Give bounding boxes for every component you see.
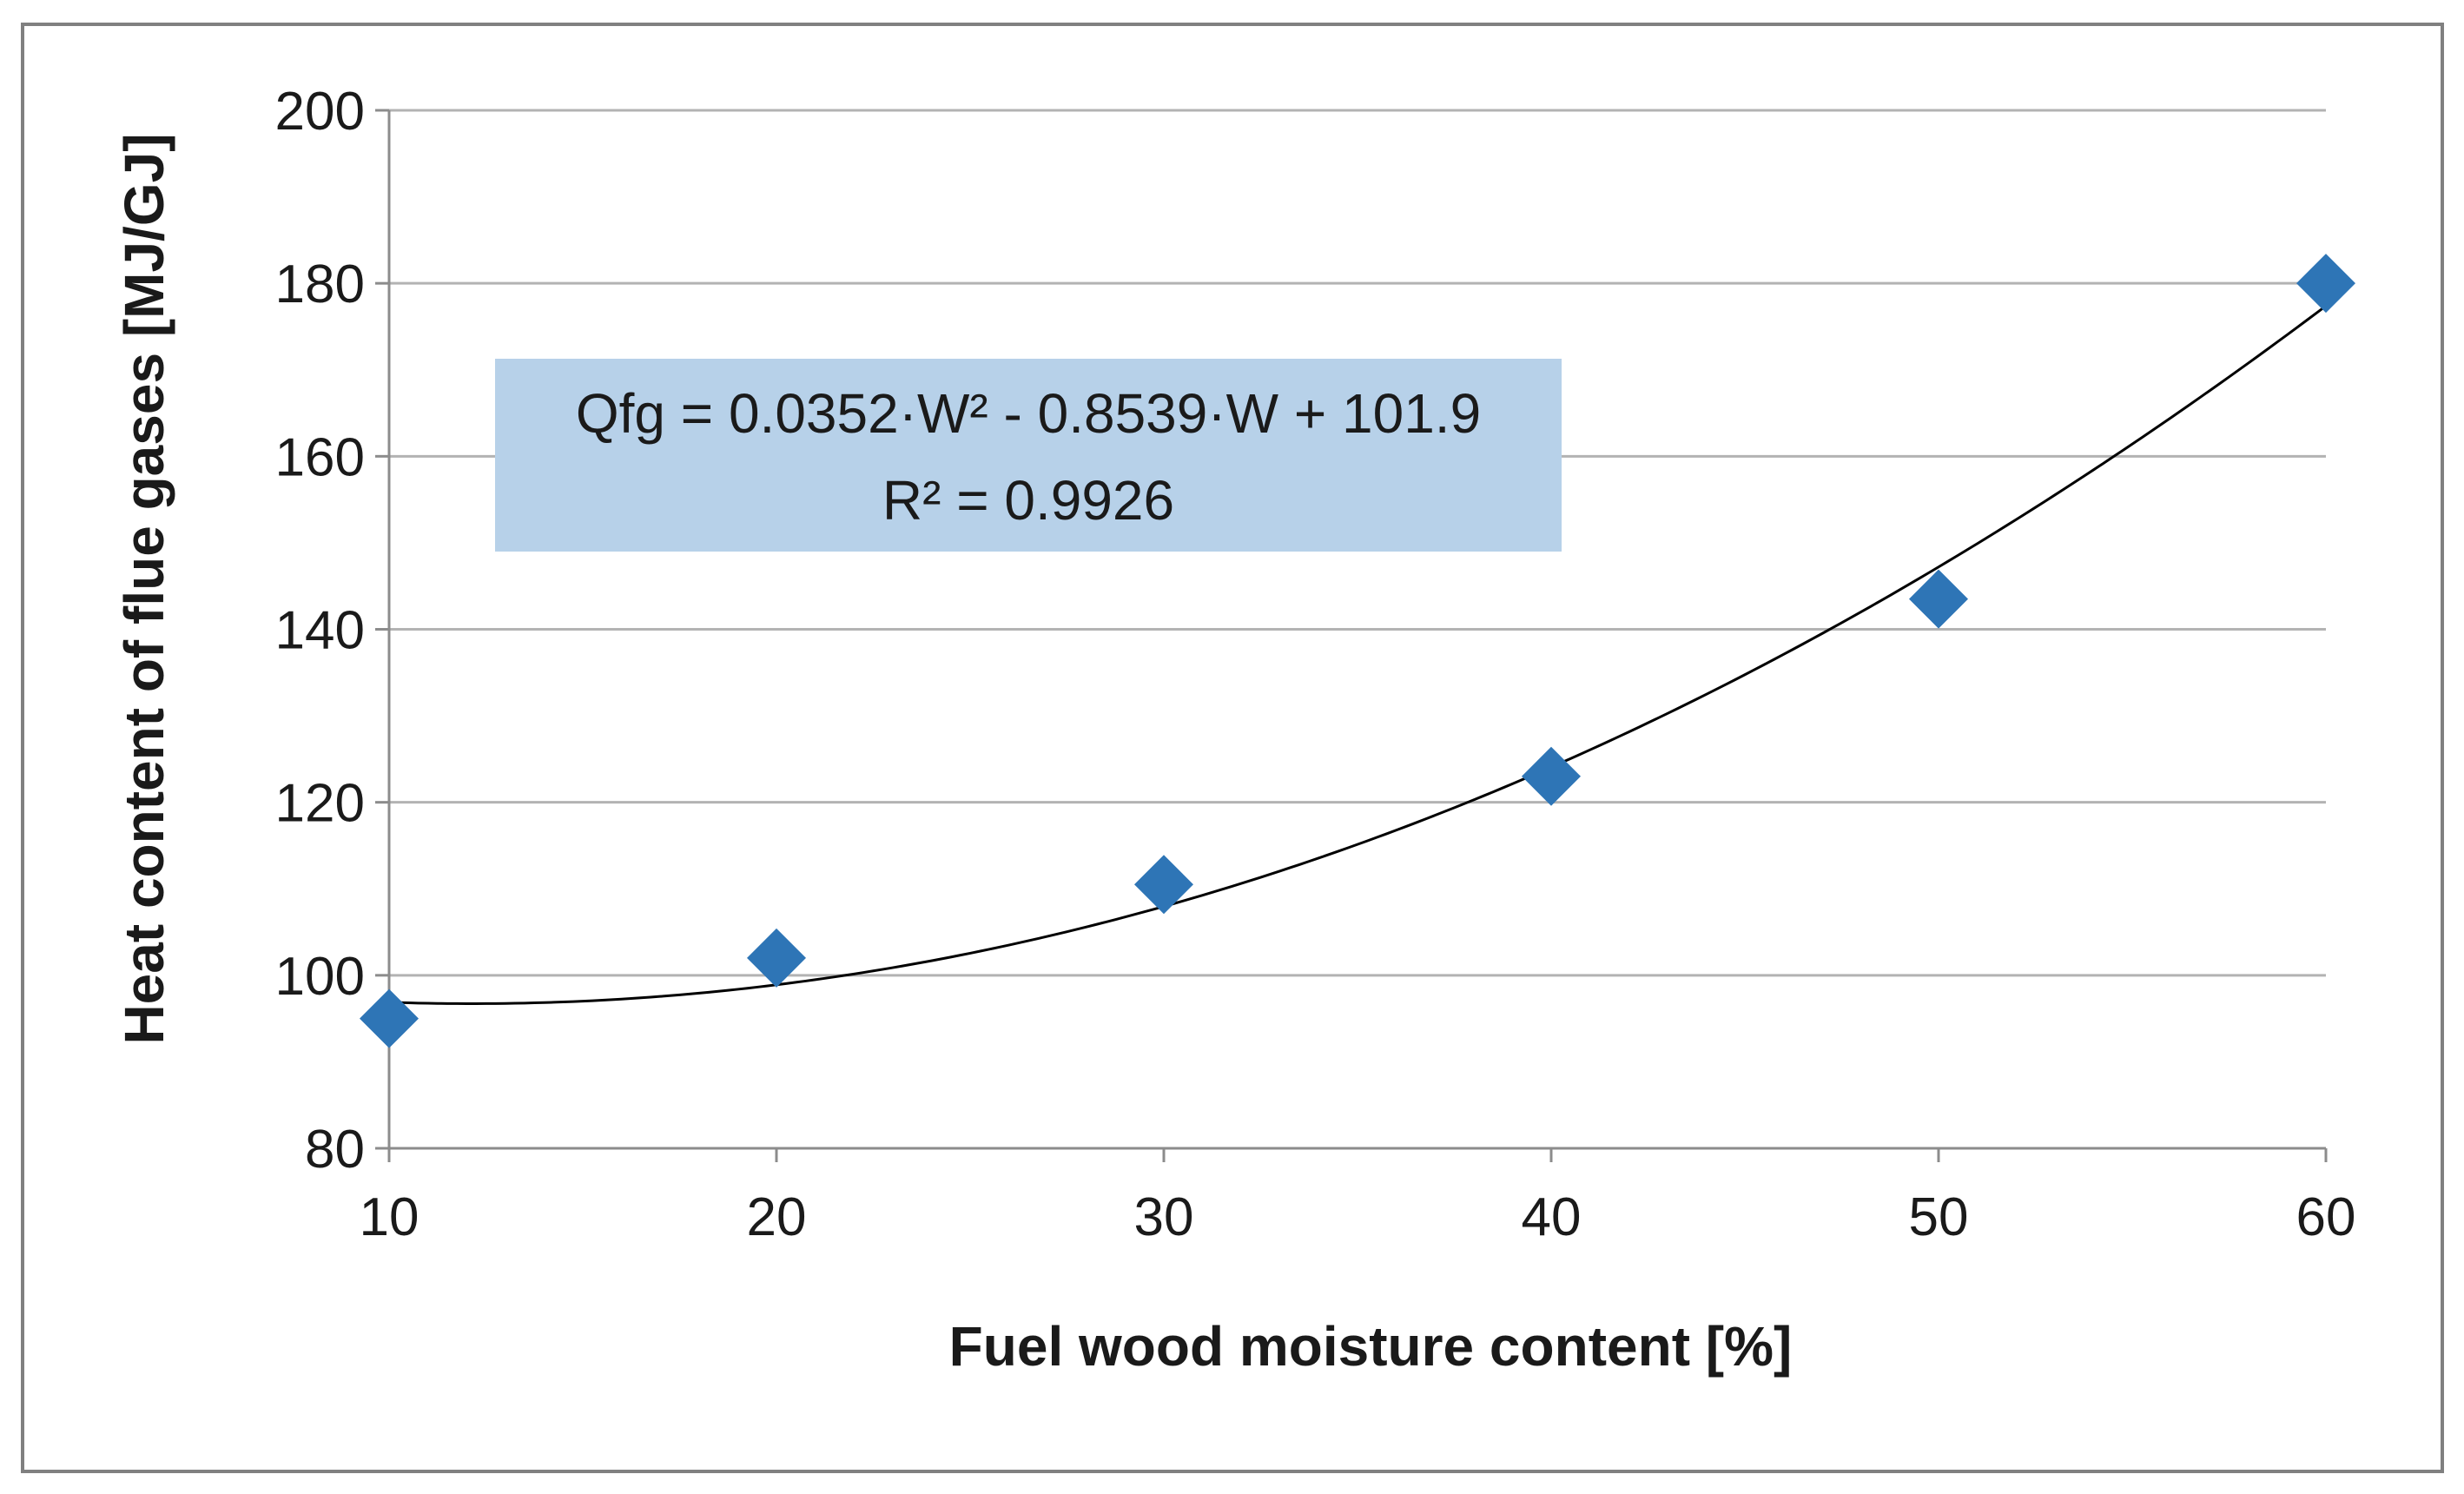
data-point	[1134, 855, 1193, 915]
data-points	[360, 254, 2355, 1048]
x-axis-tick-labels: 10 20 30 40 50 60	[360, 1187, 2356, 1247]
x-tick-label: 50	[1909, 1187, 1969, 1247]
y-tick-label: 180	[275, 255, 365, 314]
x-tick-label: 30	[1134, 1187, 1194, 1247]
trendline-group	[388, 305, 2327, 1005]
y-tick-label: 120	[275, 774, 365, 834]
axes	[375, 109, 2328, 1162]
y-tick-label: 140	[275, 601, 365, 661]
data-point	[360, 988, 419, 1048]
data-point	[2296, 254, 2355, 314]
y-tick-label: 80	[305, 1120, 365, 1180]
r-squared-text: R² = 0.9926	[882, 469, 1174, 532]
data-point	[1909, 569, 1968, 629]
chart-border	[21, 23, 2444, 1473]
trendline	[388, 305, 2327, 1005]
equation-text: Qfg = 0.0352·W² - 0.8539·W + 101.9	[576, 382, 1481, 445]
equation-annotation: Qfg = 0.0352·W² - 0.8539·W + 101.9 R² = …	[495, 359, 1562, 552]
x-tick-label: 60	[2296, 1187, 2356, 1247]
y-tick-label: 160	[275, 427, 365, 487]
data-point	[747, 928, 806, 988]
x-tick-label: 20	[747, 1187, 807, 1247]
equation-box	[495, 359, 1562, 552]
y-tick-label: 100	[275, 947, 365, 1007]
y-axis-title: Heat content of flue gases [MJ/GJ]	[113, 133, 175, 1044]
x-tick-label: 40	[1522, 1187, 1582, 1247]
data-point	[1522, 746, 1581, 806]
y-tick-label: 200	[275, 82, 365, 142]
x-tick-label: 10	[360, 1187, 419, 1247]
x-axis-title: Fuel wood moisture content [%]	[949, 1315, 1793, 1378]
y-axis-tick-labels: 80 100 120 140 160 180 200	[275, 82, 365, 1180]
